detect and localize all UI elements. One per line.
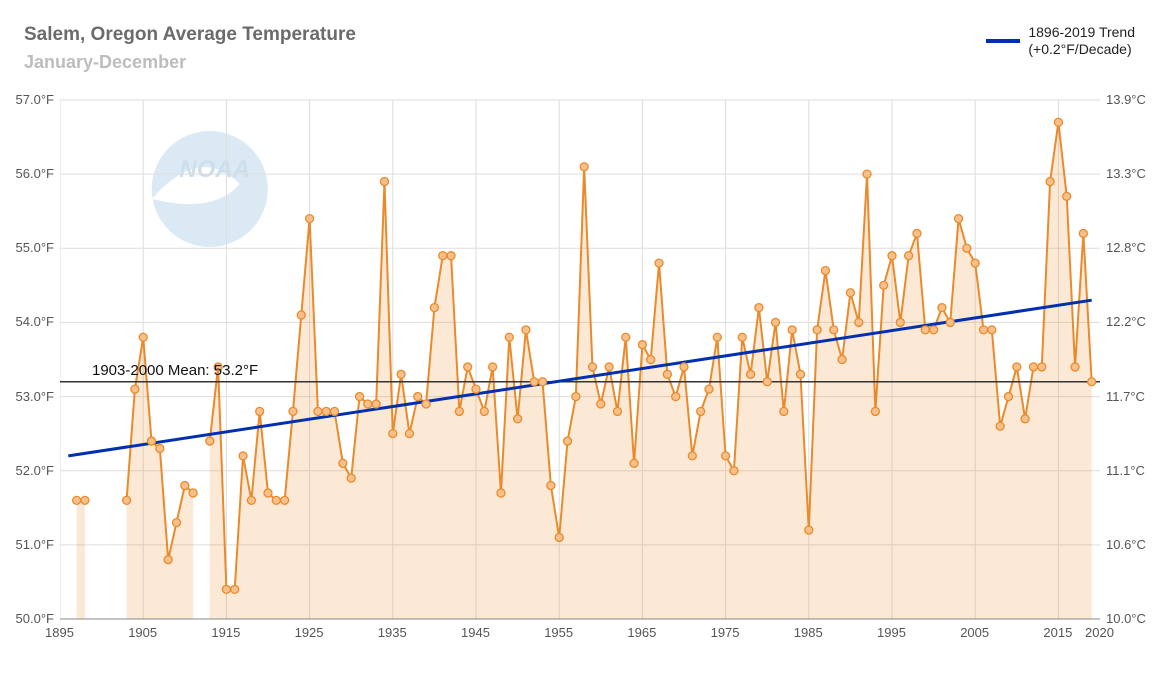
chart-subtitle: January-December bbox=[24, 52, 186, 73]
x-tick-label: 1905 bbox=[128, 625, 157, 640]
mean-line-label: 1903-2000 Mean: 53.2°F bbox=[92, 362, 258, 379]
x-tick-label: 1975 bbox=[711, 625, 740, 640]
y-left-tick-label: 57.0°F bbox=[16, 92, 54, 107]
y-left-tick-label: 55.0°F bbox=[16, 240, 54, 255]
y-left-tick-label: 53.0°F bbox=[16, 389, 54, 404]
y-right-tick-label: 13.9°C bbox=[1106, 92, 1146, 107]
legend-line1: 1896-2019 Trend bbox=[1028, 24, 1135, 41]
x-tick-label: 2020 bbox=[1085, 625, 1114, 640]
x-tick-label: 2015 bbox=[1043, 625, 1072, 640]
x-tick-label: 1955 bbox=[544, 625, 573, 640]
y-right-tick-label: 10.6°C bbox=[1106, 537, 1146, 552]
y-left-tick-label: 54.0°F bbox=[16, 314, 54, 329]
x-tick-label: 1985 bbox=[794, 625, 823, 640]
chart-title: Salem, Oregon Average Temperature bbox=[24, 24, 356, 46]
y-right-tick-label: 12.8°C bbox=[1106, 240, 1146, 255]
y-right-tick-label: 12.2°C bbox=[1106, 314, 1146, 329]
x-tick-label: 2005 bbox=[960, 625, 989, 640]
y-left-tick-label: 56.0°F bbox=[16, 166, 54, 181]
legend: 1896-2019 Trend (+0.2°F/Decade) bbox=[986, 24, 1135, 58]
x-tick-label: 1925 bbox=[295, 625, 324, 640]
x-tick-label: 1895 bbox=[45, 625, 74, 640]
legend-swatch bbox=[986, 39, 1020, 43]
y-left-tick-label: 50.0°F bbox=[16, 611, 54, 626]
x-tick-label: 1945 bbox=[461, 625, 490, 640]
x-tick-label: 1935 bbox=[378, 625, 407, 640]
y-left-tick-label: 52.0°F bbox=[16, 463, 54, 478]
x-tick-label: 1995 bbox=[877, 625, 906, 640]
legend-line2: (+0.2°F/Decade) bbox=[1028, 41, 1135, 58]
x-tick-label: 1915 bbox=[211, 625, 240, 640]
y-right-tick-label: 10.0°C bbox=[1106, 611, 1146, 626]
svg-text:NOAA: NOAA bbox=[179, 156, 250, 183]
legend-text: 1896-2019 Trend (+0.2°F/Decade) bbox=[1028, 24, 1135, 58]
y-right-tick-label: 11.7°C bbox=[1106, 389, 1145, 404]
y-right-tick-label: 11.1°C bbox=[1106, 463, 1145, 478]
chart-container: Salem, Oregon Average Temperature Januar… bbox=[0, 0, 1163, 678]
y-right-tick-label: 13.3°C bbox=[1106, 166, 1146, 181]
x-tick-label: 1965 bbox=[627, 625, 656, 640]
y-left-tick-label: 51.0°F bbox=[16, 537, 54, 552]
